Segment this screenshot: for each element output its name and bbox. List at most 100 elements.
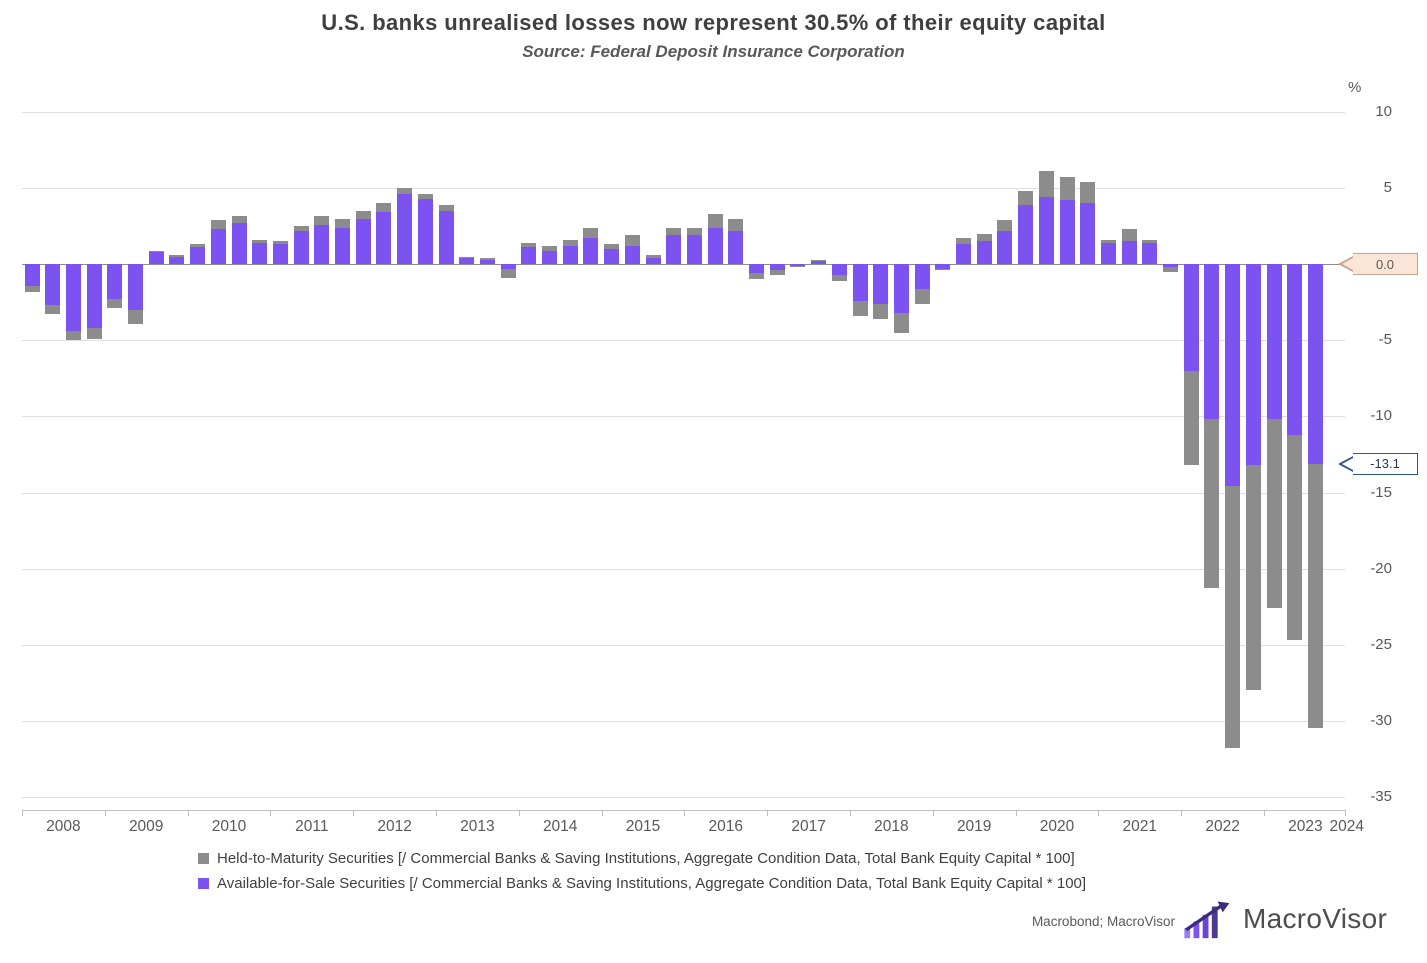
attribution-text: Macrobond; MacroVisor: [1031, 914, 1175, 929]
x-tick-mark: [104, 810, 106, 816]
bar-segment-afs: [956, 244, 971, 265]
x-tick-label: 2008: [46, 818, 81, 835]
bar-segment-htm: [1038, 171, 1054, 198]
bar-segment-htm: [1245, 465, 1261, 691]
legend-item-afs: Available-for-Sale Securities [/ Commerc…: [198, 874, 1086, 892]
bar-segment-afs: [1266, 264, 1282, 420]
y-tick-label: 10: [1375, 103, 1392, 120]
x-tick-mark: [1015, 810, 1017, 816]
bar-segment-afs: [997, 230, 1013, 265]
legend-label-afs: Available-for-Sale Securities [/ Commerc…: [217, 874, 1087, 892]
bar-segment-htm: [128, 309, 143, 324]
bar-segment-htm: [335, 218, 350, 228]
bar-segment-afs: [831, 264, 847, 275]
x-tick-mark: [353, 810, 355, 816]
x-tick-label: 2011: [295, 818, 329, 835]
y-tick-label: -5: [1378, 331, 1392, 349]
x-tick-label: 2015: [625, 818, 661, 835]
bar-segment-htm: [1225, 486, 1241, 749]
bar-segment-afs: [769, 264, 785, 271]
gridline: [22, 797, 1345, 798]
bar-segment-afs: [1018, 204, 1034, 265]
x-tick-mark: [932, 810, 934, 816]
bar-segment-htm: [583, 227, 599, 239]
bar-segment-htm: [479, 258, 495, 260]
bar-segment-htm: [148, 250, 164, 253]
bar-segment-htm: [376, 203, 392, 213]
bar-segment-htm: [1080, 182, 1096, 204]
x-tick-mark: [850, 810, 851, 816]
bar-segment-afs: [252, 242, 268, 265]
bar-segment-htm: [190, 244, 206, 248]
bar-segment-afs: [417, 198, 433, 265]
bar-segment-htm: [811, 259, 827, 262]
x-tick-label: 2019: [956, 818, 992, 835]
bar-segment-afs: [604, 249, 620, 265]
bar-segment-afs: [976, 241, 992, 265]
bar-segment-afs: [749, 264, 764, 274]
bar-segment-afs: [335, 227, 350, 265]
gridline: [22, 188, 1345, 190]
bar-segment-htm: [521, 242, 537, 248]
bar-segment-htm: [914, 288, 930, 304]
bar-segment-htm: [107, 299, 123, 309]
gridline: [22, 492, 1345, 494]
bar-segment-htm: [707, 213, 723, 228]
x-tick-label: 2012: [377, 818, 412, 835]
bar-segment-afs: [686, 235, 702, 265]
y-tick-label: 5: [1383, 179, 1392, 197]
bar-segment-afs: [24, 264, 40, 286]
bar-segment-htm: [604, 244, 620, 249]
bar-segment-htm: [65, 331, 81, 341]
bar-segment-htm: [417, 194, 433, 199]
bar-segment-afs: [893, 264, 909, 313]
bar-segment-afs: [728, 230, 744, 265]
bar-segment-htm: [293, 226, 309, 231]
bar-segment-afs: [1163, 264, 1178, 268]
bar-segment-afs: [293, 230, 309, 265]
x-tick-label: 2017: [791, 818, 826, 835]
bar-segment-afs: [438, 210, 454, 265]
bar-segment-htm: [562, 239, 578, 246]
y-tick-label: -30: [1370, 711, 1392, 729]
bar-segment-htm: [1287, 434, 1303, 641]
bar-segment-afs: [542, 250, 557, 265]
bar-segment-htm: [272, 241, 288, 245]
x-tick-label: 2009: [128, 818, 164, 835]
x-tick-mark: [270, 810, 272, 816]
bar-segment-htm: [500, 268, 516, 278]
bar-segment-afs: [1100, 242, 1116, 265]
x-tick-mark: [1098, 810, 1100, 816]
bar-segment-htm: [686, 227, 702, 236]
bar-segment-htm: [1183, 370, 1199, 466]
bar-segment-afs: [790, 264, 806, 266]
bar-segment-afs: [1059, 200, 1075, 265]
bar-segment-afs: [397, 194, 413, 265]
bar-segment-htm: [728, 218, 744, 231]
bar-segment-afs: [935, 264, 951, 269]
bar-segment-htm: [459, 256, 475, 259]
legend: Held-to-Maturity Securities [/ Commercia…: [198, 849, 1086, 892]
bar-segment-afs: [459, 258, 475, 265]
bar-segment-htm: [1307, 463, 1323, 729]
gridline: [22, 112, 1345, 113]
bar-segment-afs: [1287, 264, 1303, 435]
x-axis-line: [22, 810, 1345, 811]
bar-segment-afs: [873, 264, 889, 304]
bar-segment-afs: [231, 223, 247, 265]
bar-segment-htm: [935, 268, 951, 271]
bar-segment-htm: [1059, 177, 1075, 201]
bar-segment-afs: [1245, 264, 1261, 466]
bar-segment-afs: [1038, 197, 1054, 265]
bar-segment-afs: [1142, 242, 1158, 265]
x-tick-label: 2013: [460, 818, 495, 835]
bar-segment-afs: [521, 247, 537, 265]
x-tick-mark: [684, 810, 686, 816]
bar-segment-afs: [128, 264, 143, 310]
x-tick-label: 2016: [708, 818, 744, 835]
bar-segment-afs: [1121, 241, 1137, 265]
bar-segment-htm: [831, 274, 847, 281]
bar-segment-afs: [1307, 264, 1323, 464]
